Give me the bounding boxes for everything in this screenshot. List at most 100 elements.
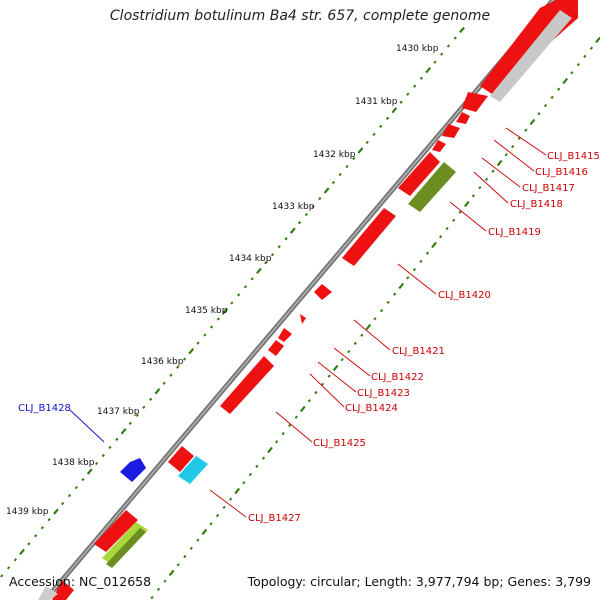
gene-feature[interactable]	[268, 340, 284, 356]
ruler-tick	[372, 132, 376, 137]
gene-label[interactable]: CLJ_B1418	[510, 199, 563, 210]
gene-feature[interactable]	[278, 328, 292, 342]
ruler-tick	[6, 566, 11, 570]
ruler-tick	[299, 405, 306, 413]
gene-label[interactable]: CLJ_B1416	[535, 167, 588, 178]
gene-feature[interactable]	[442, 124, 460, 138]
kbp-label: 1432 kbp	[313, 150, 356, 160]
ruler-tick	[373, 317, 377, 321]
ruler-tick	[128, 421, 132, 426]
ruler-tick	[345, 164, 349, 169]
ruler-tick	[115, 437, 119, 442]
ruler-tick	[209, 325, 214, 329]
gene-label[interactable]: CLJ_B1423	[357, 388, 410, 399]
gene-feature[interactable]	[178, 456, 208, 484]
gene-label[interactable]: CLJ_B1420	[438, 290, 491, 301]
kbp-label: 1430 kbp	[396, 44, 439, 54]
ruler-tick	[215, 513, 220, 518]
ruler-tick	[398, 282, 405, 290]
gene-label[interactable]: CLJ_B1419	[488, 227, 541, 238]
gene-label[interactable]: CLJ_B1422	[371, 372, 424, 383]
ruler-tick	[142, 405, 146, 409]
ruler-tick	[459, 26, 465, 34]
ruler-tick	[304, 212, 308, 217]
gene-feature[interactable]	[462, 92, 488, 112]
ruler-tick	[413, 84, 417, 88]
ruler-tick	[491, 169, 495, 173]
ruler-tick	[583, 54, 587, 59]
ruler-tick	[34, 534, 38, 538]
gene-label[interactable]: CLJ_B1428	[18, 403, 71, 414]
ruler-tick	[277, 245, 281, 249]
gene-feature[interactable]	[94, 510, 138, 552]
genome-title: Clostridium botulinum Ba4 str. 657, comp…	[109, 8, 491, 24]
gene-label[interactable]: CLJ_B1417	[522, 183, 575, 194]
label-leaders	[69, 127, 547, 518]
ruler-tick	[0, 574, 4, 578]
ruler-tick	[379, 124, 383, 128]
ruler-tick	[323, 187, 330, 194]
ruler-tick	[340, 358, 344, 362]
ruler-tick	[234, 487, 241, 495]
ruler-tick	[156, 587, 161, 592]
ruler-tick	[182, 357, 187, 361]
genome-summary-text: Topology: circular; Length: 3,977,794 bp…	[247, 574, 591, 589]
gene-feature[interactable]	[432, 140, 446, 152]
gene-feature[interactable]	[490, 10, 572, 102]
gene-label[interactable]: CLJ_B1415	[547, 151, 600, 162]
ruler-tick	[209, 522, 213, 526]
ruler-tick	[360, 333, 364, 337]
ruler-tick	[385, 116, 390, 120]
gene-feature[interactable]	[456, 112, 470, 124]
ruler-tick	[222, 505, 226, 510]
ruler-tick	[452, 218, 456, 223]
ruler-tick	[248, 472, 252, 477]
ruler-tick	[458, 210, 462, 214]
ruler-tick	[504, 153, 508, 157]
ruler-tick	[445, 226, 449, 231]
gene-label[interactable]: CLJ_B1425	[313, 438, 366, 449]
ruler-tick	[524, 128, 528, 132]
ruler-tick	[47, 518, 51, 522]
gene-feature[interactable]	[314, 284, 332, 300]
ruler-tick	[162, 381, 166, 385]
gene-feature[interactable]	[120, 458, 146, 482]
ruler-tick	[537, 112, 541, 116]
ruler-tick	[222, 307, 229, 315]
ruler-tick	[332, 364, 339, 372]
ruler-tick	[176, 563, 180, 567]
ruler-tick	[281, 431, 285, 436]
gene-label[interactable]: CLJ_B1427	[248, 513, 301, 524]
ruler-tick	[176, 365, 180, 369]
backbone	[41, 0, 557, 600]
ruler-tick	[453, 36, 457, 40]
gene-feature[interactable]	[220, 356, 274, 414]
ruler-tick	[120, 428, 127, 435]
ruler-tick	[237, 293, 241, 297]
ruler-tick	[595, 36, 600, 44]
ruler-tick	[393, 292, 397, 296]
ruler-tick	[154, 388, 161, 395]
kbp-labels: 1430 kbp 1431 kbp 1432 kbp 1433 kbp 1434…	[6, 44, 439, 517]
gene-feature[interactable]	[342, 208, 396, 266]
gene-feature[interactable]	[38, 586, 58, 600]
gene-label[interactable]: CLJ_B1421	[392, 346, 445, 357]
gene-feature[interactable]	[300, 314, 306, 324]
ruler-tick	[331, 180, 335, 185]
gene-feature[interactable]	[168, 446, 194, 472]
ruler-tick	[347, 349, 351, 354]
gene-feature[interactable]	[106, 528, 146, 568]
ruler-tick	[406, 276, 410, 280]
ruler-tick	[439, 235, 443, 239]
gene-feature[interactable]	[52, 580, 74, 600]
ruler-tick	[201, 528, 208, 536]
ruler-tick	[589, 46, 594, 50]
gene-feature[interactable]	[398, 152, 440, 196]
ruler-tick	[496, 159, 503, 167]
ruler-tick	[557, 87, 561, 91]
gene-feature[interactable]	[408, 162, 456, 212]
gene-label[interactable]: CLJ_B1424	[345, 403, 398, 414]
ruler-tick	[243, 285, 248, 289]
ruler-tick	[463, 200, 470, 208]
